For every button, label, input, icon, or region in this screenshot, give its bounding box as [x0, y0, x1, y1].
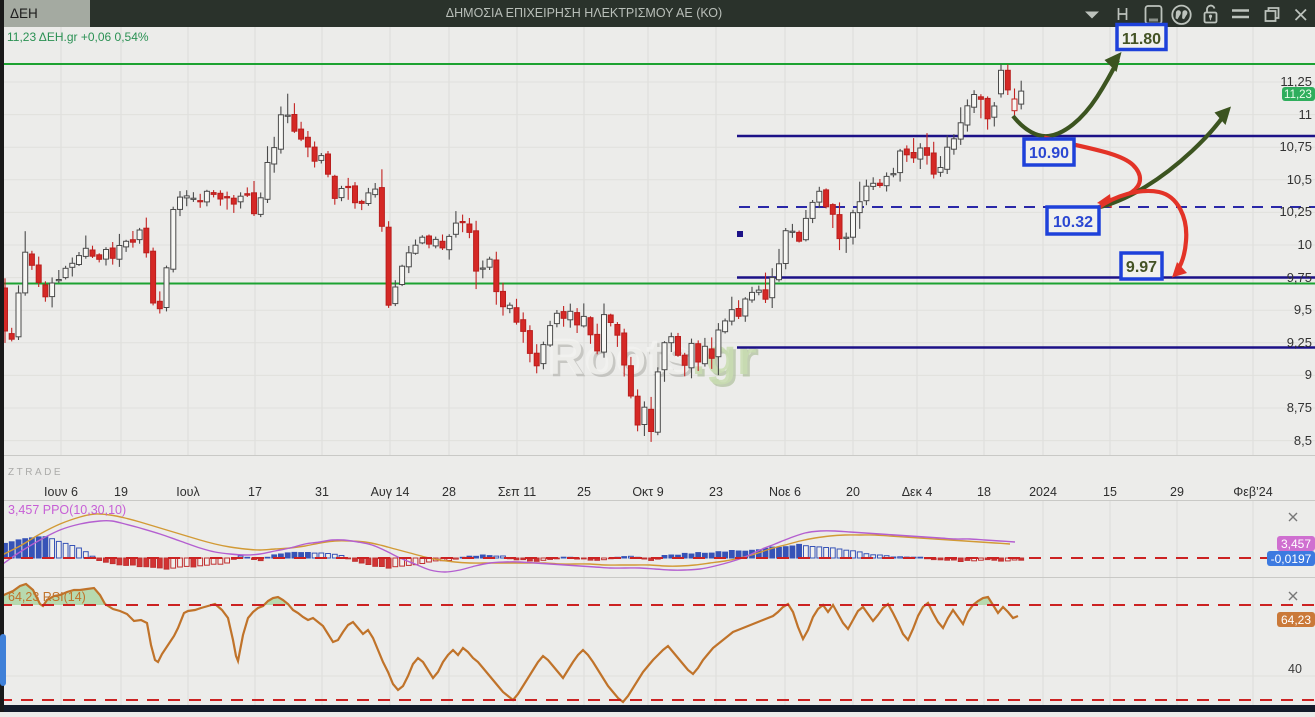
- svg-text:Οκτ 9: Οκτ 9: [632, 485, 663, 499]
- svg-text:Ιουν 6: Ιουν 6: [44, 485, 78, 499]
- svg-text:11: 11: [1299, 107, 1313, 122]
- svg-text:20: 20: [846, 485, 860, 499]
- svg-text:Roots.gr: Roots.gr: [547, 328, 757, 385]
- svg-text:9,25: 9,25: [1287, 335, 1312, 350]
- svg-text:8,75: 8,75: [1287, 400, 1312, 415]
- svg-text:10.90: 10.90: [1029, 145, 1069, 162]
- svg-text:64,23 RSI(14): 64,23 RSI(14): [8, 590, 86, 604]
- svg-text:3,457 PPO(10,30,10): 3,457 PPO(10,30,10): [8, 503, 126, 517]
- svg-text:Ιουλ: Ιουλ: [176, 485, 200, 499]
- svg-text:2024: 2024: [1029, 485, 1057, 499]
- svg-text:10,5: 10,5: [1287, 172, 1312, 187]
- svg-text:Δεκ 4: Δεκ 4: [902, 485, 933, 499]
- svg-text:9: 9: [1305, 367, 1312, 382]
- svg-text:15: 15: [1103, 485, 1117, 499]
- svg-text:3,457: 3,457: [1281, 537, 1311, 551]
- svg-text:11,25: 11,25: [1280, 74, 1312, 89]
- svg-text:23: 23: [709, 485, 723, 499]
- svg-text:31: 31: [315, 485, 329, 499]
- svg-text:10,75: 10,75: [1279, 139, 1312, 154]
- svg-text:Φεβ’24: Φεβ’24: [1233, 485, 1272, 499]
- svg-text:64,23: 64,23: [1281, 613, 1311, 627]
- svg-text:-0,0197: -0,0197: [1271, 552, 1312, 566]
- svg-text:Αυγ 14: Αυγ 14: [371, 485, 410, 499]
- svg-text:11,23: 11,23: [1284, 89, 1312, 101]
- svg-text:29: 29: [1170, 485, 1184, 499]
- svg-text:10: 10: [1298, 237, 1312, 252]
- svg-text:28: 28: [442, 485, 456, 499]
- svg-text:10.32: 10.32: [1053, 214, 1093, 231]
- svg-text:10,25: 10,25: [1279, 204, 1312, 219]
- svg-text:8,5: 8,5: [1294, 433, 1312, 448]
- svg-text:Σεπ 11: Σεπ 11: [498, 485, 536, 499]
- svg-text:Νοε 6: Νοε 6: [769, 485, 801, 499]
- svg-text:9,75: 9,75: [1287, 270, 1312, 285]
- svg-text:40: 40: [1288, 662, 1302, 676]
- svg-text:11.80: 11.80: [1122, 31, 1161, 48]
- svg-text:11,23 ΔΕΗ.gr +0,06 0,54%: 11,23 ΔΕΗ.gr +0,06 0,54%: [7, 30, 149, 44]
- svg-text:ZTRADE: ZTRADE: [8, 467, 63, 478]
- svg-text:9.97: 9.97: [1126, 259, 1157, 276]
- svg-text:18: 18: [977, 485, 991, 499]
- svg-text:9,5: 9,5: [1294, 302, 1312, 317]
- svg-text:17: 17: [248, 485, 262, 499]
- svg-text:25: 25: [577, 485, 591, 499]
- svg-text:19: 19: [114, 485, 128, 499]
